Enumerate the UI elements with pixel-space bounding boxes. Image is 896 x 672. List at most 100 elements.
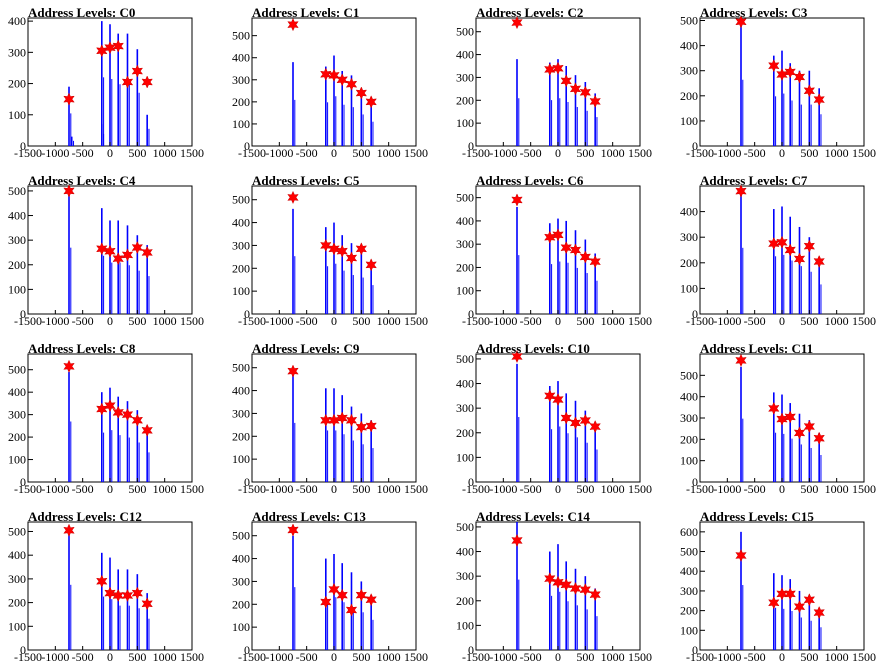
histogram-bar [325,66,327,146]
y-tick-label: 0 [244,643,250,657]
peak-marker [328,242,340,256]
peak-marker [63,92,75,106]
chart-title: Address Levels: C5 [252,173,360,188]
x-tick-label: 1000 [153,482,177,496]
x-tick-label: -1000 [489,146,517,160]
histogram-bar [146,593,148,650]
y-tick-label: 200 [456,426,474,440]
y-tick-label: 100 [680,623,698,637]
x-tick-label: 1000 [601,146,625,160]
y-tick-label: 0 [692,139,698,153]
y-tick-label: 200 [8,258,26,272]
peak-marker [579,250,592,264]
peak-marker [365,258,377,272]
y-tick-label: 500 [232,529,250,543]
histogram-bar [101,208,103,314]
histogram-bar [101,392,103,482]
peak-marker [813,92,825,107]
peak-marker [336,588,348,602]
histogram-bar [360,88,363,146]
histogram-bar [126,569,129,650]
histogram-bar [549,551,551,650]
histogram-bar [594,93,596,146]
peak-marker [355,242,368,256]
x-tick-label: 500 [352,482,370,496]
x-tick-label: 1000 [153,314,177,328]
histogram-bar [370,101,372,146]
x-tick-label: 500 [352,146,370,160]
histogram-bar [565,393,567,482]
y-tick-label: 300 [456,569,474,583]
peak-marker [784,587,796,601]
peak-marker [552,575,564,589]
x-tick-label: -1000 [489,482,517,496]
histogram-bar [109,24,111,147]
peak-marker [287,364,299,378]
y-tick-label: 0 [244,307,250,321]
x-tick-label: -1500 [686,314,714,328]
histogram-bar [789,63,791,146]
y-tick-label: 0 [692,643,698,657]
chart-panel-4: -1500 -1000 -500 0 500 1000 1500 0 100 200 300 400 5… [0,168,224,336]
x-tick-label: -500 [72,314,94,328]
peak-marker [569,243,582,257]
x-tick-label: -1000 [41,146,69,160]
peak-marker [104,399,116,413]
chart-panel-14: -1500 -1000 -500 0 500 1000 1500 0 100 200 300 400 5… [448,504,672,672]
peak-marker [511,15,523,30]
x-tick-label: 1000 [153,146,177,160]
peak-marker [365,95,377,109]
peak-marker [355,588,368,602]
y-tick-label: 0 [244,475,250,489]
x-tick-label: 1500 [852,650,876,664]
y-tick-label: 200 [456,594,474,608]
y-tick-label: 100 [232,452,250,466]
x-tick-label: -1000 [41,314,69,328]
histogram-bar [773,209,775,314]
peak-marker [803,239,816,253]
histogram-bar [557,218,559,314]
histogram-bar [781,575,783,650]
y-tick-label: 500 [680,368,698,382]
y-tick-label: 200 [232,261,250,275]
histogram-bar [798,226,801,314]
y-tick-label: 100 [8,108,26,122]
histogram-bar [584,239,587,314]
y-tick-label: 0 [692,307,698,321]
histogram-bar [68,193,70,314]
y-tick-label: 400 [232,216,250,230]
peak-marker [768,401,780,416]
peak-marker [560,411,572,425]
y-tick-label: 200 [456,260,474,274]
peak-marker [793,70,806,84]
y-tick-label: 0 [20,475,26,489]
chart-title: Address Levels: C7 [700,173,808,188]
x-tick-label: 500 [800,650,818,664]
y-tick-label: 200 [8,77,26,91]
peak-marker [784,243,796,257]
x-tick-label: 0 [779,314,785,328]
histogram-bar [109,557,111,650]
histogram-bar [557,381,559,482]
y-tick-label: 400 [8,209,26,223]
x-tick-label: 1500 [628,650,652,664]
peak-marker [104,586,116,600]
chart-title: Address Levels: C0 [28,5,136,20]
x-tick-label: -1500 [686,482,714,496]
peak-marker [96,402,108,416]
y-tick-label: 300 [8,408,26,422]
chart-title: Address Levels: C9 [252,341,360,356]
y-tick-label: 400 [680,390,698,404]
y-tick-label: 0 [244,139,250,153]
x-tick-label: 1000 [377,146,401,160]
y-tick-label: 300 [680,584,698,598]
peak-marker [735,184,747,198]
histogram-bar [798,413,801,482]
x-tick-label: -500 [520,146,542,160]
y-tick-label: 100 [8,282,26,296]
histogram-bar [136,574,139,650]
histogram-bar [574,400,577,482]
peak-marker [121,408,134,422]
x-tick-label: -1500 [238,650,266,664]
chart-svg: -1500 -1000 -500 0 500 1000 1500 0 100 200 300 400 5… [232,353,428,496]
